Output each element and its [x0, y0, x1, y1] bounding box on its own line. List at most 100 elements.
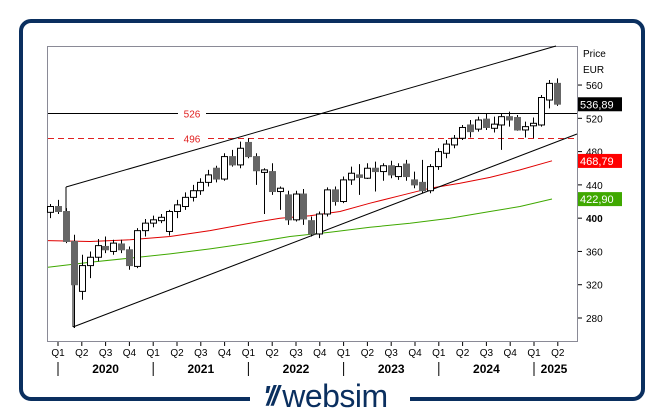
candles [47, 78, 561, 328]
x-tick-quarter: Q4 [123, 348, 137, 359]
candle [491, 116, 498, 133]
candle [546, 80, 553, 109]
candle [95, 238, 102, 262]
candle [190, 184, 197, 202]
candle [126, 246, 133, 270]
candle [451, 134, 458, 149]
x-tick-quarter: Q2 [361, 348, 375, 359]
candle [419, 159, 426, 194]
x-year-label: 2024 [473, 362, 500, 376]
candle [174, 199, 181, 219]
x-year-label: 2022 [283, 362, 310, 376]
x-tick-quarter: Q4 [408, 348, 422, 359]
candle [197, 178, 204, 195]
x-tick-quarter: Q1 [527, 348, 541, 359]
candle [380, 163, 387, 181]
candle [411, 171, 418, 189]
trend-channel [65, 45, 578, 328]
candle [506, 111, 513, 127]
candle [253, 153, 260, 185]
y-tick-label: 360 [586, 247, 603, 258]
candle [443, 139, 450, 159]
x-tick-quarter: Q4 [313, 348, 327, 359]
plot-area [47, 46, 578, 342]
x-tick-quarter: Q2 [75, 348, 89, 359]
x-tick-quarter: Q3 [194, 348, 208, 359]
logo-gap [250, 386, 410, 406]
x-tick-quarter: Q4 [504, 348, 518, 359]
y-axis-title: Price [583, 49, 606, 60]
x-tick-quarter: Q1 [51, 348, 65, 359]
x-tick-quarter: Q2 [266, 348, 280, 359]
candle [134, 228, 141, 269]
price-tag-last: 536,89 [580, 99, 614, 111]
x-tick-quarter: Q4 [218, 348, 232, 359]
y-tick-label: 440 [586, 181, 603, 192]
candle [364, 163, 371, 180]
candle [285, 190, 292, 225]
candle [142, 218, 149, 237]
x-tick-quarter: Q2 [551, 348, 565, 359]
price-tags: 536,89 468,79 422,90 [578, 97, 622, 207]
candle [277, 186, 284, 210]
candle [459, 124, 466, 140]
candle [427, 164, 434, 194]
y-tick-label: 320 [586, 281, 603, 292]
x-tick-quarter: Q3 [99, 348, 113, 359]
candle [388, 160, 395, 179]
candle [237, 141, 244, 169]
x-axis: Q1 Q2 Q3 Q4 Q1 Q2 Q3 Q4 Q1 Q2 Q3 Q4 Q1 Q2 Q3 Q4 Q1 Q2 Q3 Q4… [51, 342, 568, 376]
candle [498, 113, 505, 150]
x-tick-quarter: Q1 [147, 348, 161, 359]
x-year-label: 2021 [187, 362, 214, 376]
candle [316, 211, 323, 239]
candle [522, 121, 529, 138]
candle [47, 204, 54, 219]
candle [348, 166, 355, 185]
websim-logo: '// websim [263, 378, 388, 414]
candle [554, 78, 561, 106]
websim-wordmark: websim [282, 378, 388, 414]
candle [514, 114, 521, 131]
candle [205, 169, 212, 187]
candle [229, 149, 236, 167]
candle [110, 239, 117, 255]
candle [182, 192, 189, 210]
candle [324, 187, 331, 217]
candle [55, 199, 62, 214]
candle [530, 117, 537, 139]
candle [102, 236, 109, 254]
candle [71, 234, 78, 328]
candle [332, 186, 339, 206]
horizontal-levels: 526 496 [48, 107, 577, 146]
candle [308, 216, 315, 237]
candle [435, 148, 442, 170]
x-tick-quarter: Q2 [170, 348, 184, 359]
y-axis: 280 320 360 400 440 480 520 560 [578, 81, 603, 325]
x-tick-quarter: Q3 [385, 348, 399, 359]
x-year-label: 2023 [378, 362, 405, 376]
candle [293, 190, 300, 222]
candle [261, 168, 268, 214]
candle [356, 164, 363, 195]
x-tick-quarter: Q1 [432, 348, 446, 359]
candle [269, 163, 276, 195]
candle [63, 208, 70, 244]
candle [150, 215, 157, 228]
lower-channel-line [72, 133, 578, 328]
y-tick-label: 400 [586, 214, 603, 225]
y-tick-label: 560 [586, 81, 603, 92]
y-axis-currency: EUR [583, 65, 604, 76]
candle [340, 176, 347, 204]
x-tick-quarter: Q2 [456, 348, 470, 359]
candle [87, 251, 94, 279]
candle [395, 163, 402, 180]
x-tick-quarter: Q3 [289, 348, 303, 359]
x-year-label: 2025 [541, 362, 568, 376]
candle [166, 209, 173, 236]
candle [158, 214, 165, 224]
candle [538, 95, 545, 127]
candle [403, 159, 410, 181]
candle [79, 254, 86, 300]
